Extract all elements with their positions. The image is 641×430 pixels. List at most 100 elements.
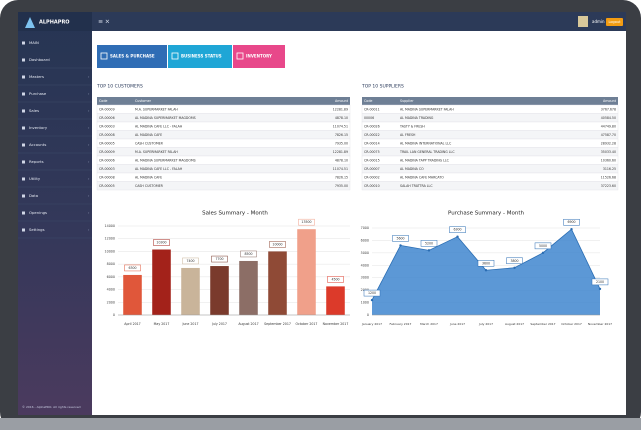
sidebar-item[interactable]: Inventory	[29, 125, 48, 130]
y-tick-label: 3000	[361, 276, 369, 280]
table-cell: AL MADINA SUPERMARKET MAGDOMS	[135, 116, 196, 120]
sidebar-icon	[22, 228, 25, 232]
sidebar-item[interactable]: Utility	[29, 176, 41, 181]
x-tick-label: August 2017	[505, 322, 524, 326]
table-header	[362, 97, 618, 105]
x-tick-label: October 2017	[296, 322, 318, 326]
table-cell: CR-00022	[364, 133, 380, 137]
point	[484, 269, 488, 272]
tab[interactable]	[97, 45, 167, 68]
data-label: 7400	[186, 259, 194, 263]
sidebar-icon	[22, 41, 25, 45]
point	[399, 244, 402, 247]
table-cell: TRAIL LAN GENERAL TRADING LLC	[399, 150, 455, 154]
logout-button[interactable]	[606, 18, 623, 26]
data-label-box	[363, 289, 381, 297]
sidebar-item[interactable]: Dashboard	[29, 57, 50, 62]
x-tick-label: July 2017	[211, 322, 227, 326]
bar	[297, 229, 316, 315]
sidebar-caret: ›	[88, 211, 90, 215]
table-cell: AL MADINA CAFE LLC - FALAH	[135, 124, 183, 128]
sidebar-icon	[22, 160, 25, 164]
chart-title: Sales Summary - Month	[202, 211, 268, 217]
data-label-box	[298, 218, 315, 226]
point	[570, 228, 573, 231]
data-label: 10300	[156, 241, 166, 245]
sidebar-item[interactable]: Data	[29, 193, 38, 198]
table-cell: AL MADINA TRADING	[400, 116, 434, 120]
table-cell: CR-00075	[364, 150, 380, 154]
table-row	[96, 181, 351, 191]
sidebar-caret: ›	[88, 92, 90, 96]
y-tick-label: 2000	[107, 300, 115, 304]
table-title: TOP 10 CUSTOMERS	[96, 84, 143, 90]
sidebar-item[interactable]: Openings	[29, 210, 47, 215]
table-cell: AL MADINA TAPP TRADING LLC	[400, 158, 450, 162]
sidebar-caret: ›	[88, 177, 90, 181]
table-cell: CR-00010	[364, 184, 380, 188]
data-label-box	[211, 255, 228, 263]
logout-label[interactable]: Logout	[609, 20, 622, 24]
sidebar-icon	[22, 109, 25, 113]
data-label: 5200	[425, 241, 433, 245]
table-cell: 3767.678	[601, 107, 616, 111]
table-cell: M.A. SUPERMARKET FALAH	[135, 150, 178, 154]
tab-label[interactable]: INVENTORY	[246, 54, 272, 59]
table-cell: CR-00008	[99, 175, 115, 179]
top-bar	[92, 12, 626, 31]
sidebar-item[interactable]: MAIN	[29, 40, 39, 45]
x-tick-label: February 2017	[390, 322, 412, 326]
table-cell: CR-00005	[99, 184, 115, 188]
sidebar-icon	[22, 211, 25, 215]
table-title: TOP 10 SUPPLIERS	[361, 84, 404, 90]
table-header-cell: Supplier	[400, 99, 414, 103]
table-cell: AL MADINA CO	[400, 167, 424, 171]
point	[370, 298, 374, 302]
sidebar-item[interactable]: Settings	[29, 227, 45, 232]
x-tick-label: July 2017	[478, 322, 493, 326]
table-cell: 11074.51	[333, 167, 348, 171]
tab[interactable]	[168, 45, 232, 68]
sidebar-item[interactable]: Sales	[29, 108, 39, 113]
data-label-box	[449, 226, 466, 233]
table-header-cell: Code	[99, 99, 107, 103]
table-cell: CR-00006	[99, 116, 115, 120]
data-label: 2100	[596, 280, 604, 284]
table-cell: M.A. SUPERMARKET FALAH	[135, 107, 178, 111]
tab-label[interactable]: SALES & PURCHASE	[110, 54, 155, 59]
y-tick-label: 1000	[361, 301, 369, 305]
y-tick-label: 6000	[107, 275, 115, 279]
menu-icon[interactable]: ≡ ✕	[98, 19, 110, 26]
point	[427, 249, 431, 252]
sidebar-item[interactable]: Reports	[29, 159, 44, 164]
tab-label[interactable]: BUSINESS STATUS	[181, 54, 222, 59]
data-label-box	[563, 218, 580, 226]
sidebar-icon	[22, 126, 25, 130]
table-cell: 00006	[364, 116, 374, 120]
data-label-box	[534, 242, 552, 250]
table-header-cell: Code	[364, 99, 372, 103]
data-label-box	[392, 235, 409, 242]
data-label-box	[477, 260, 495, 267]
table-cell: 3116.25	[603, 167, 616, 171]
user[interactable]: admin	[592, 19, 605, 24]
x-tick-label: April 2017	[124, 322, 140, 326]
sidebar-icon	[22, 92, 25, 96]
table-cell: 37223.60	[601, 184, 616, 188]
tab[interactable]	[233, 45, 285, 68]
bar	[268, 251, 287, 315]
table-cell: CR-00009	[99, 107, 115, 111]
table-cell: CR-00026	[364, 124, 380, 128]
sidebar-item[interactable]: Purchase	[29, 91, 47, 96]
table-cell: CR-00006	[99, 158, 115, 162]
sidebar-item[interactable]: Accounts	[29, 142, 46, 147]
data-label: 6300	[453, 228, 461, 232]
table-cell: TASTY & FRESH	[399, 124, 425, 128]
table-cell: 4878.10	[335, 116, 348, 120]
sidebar-icon	[22, 58, 25, 62]
sidebar-item[interactable]: Masters	[29, 74, 44, 79]
sidebar-caret: ›	[88, 143, 90, 147]
y-tick-label: 12000	[105, 237, 116, 241]
table-header-cell: Amount	[335, 99, 349, 103]
